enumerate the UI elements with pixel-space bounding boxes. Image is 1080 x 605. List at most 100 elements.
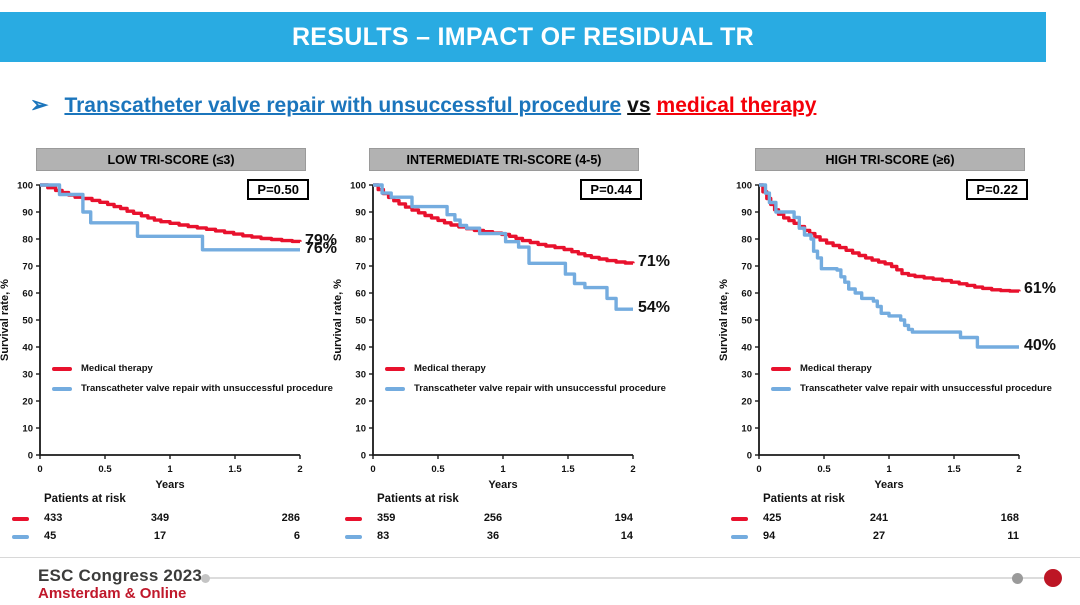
progress-current-dot <box>1044 569 1062 587</box>
slide-header-bar: RESULTS – IMPACT OF RESIDUAL TR <box>0 12 1046 62</box>
legend: Medical therapy Transcatheter valve repa… <box>52 363 333 403</box>
svg-text:0: 0 <box>37 464 42 475</box>
svg-text:80: 80 <box>741 235 752 246</box>
svg-text:100: 100 <box>17 181 33 192</box>
end-label-repair: 76% <box>305 239 338 257</box>
repair-swatch <box>731 535 748 539</box>
svg-text:2: 2 <box>297 464 302 475</box>
svg-text:Survival rate, %: Survival rate, % <box>719 279 730 361</box>
repair-swatch <box>12 535 29 539</box>
svg-text:1: 1 <box>500 464 506 475</box>
svg-text:0.5: 0.5 <box>817 464 831 475</box>
svg-text:70: 70 <box>355 262 366 273</box>
end-label-repair: 40% <box>1024 337 1057 354</box>
chart-title: LOW TRI-SCORE (≤3) <box>36 148 306 171</box>
legend-label-medical: Medical therapy <box>81 363 153 374</box>
medical-therapy-swatch <box>771 366 791 371</box>
congress-name: ESC Congress 2023 <box>38 566 203 585</box>
medical-therapy-swatch <box>731 517 748 521</box>
repair-swatch <box>771 386 791 391</box>
medical-therapy-swatch <box>12 517 29 521</box>
risk-count: 194 <box>614 512 633 524</box>
medical-therapy-swatch <box>52 366 72 371</box>
repair-swatch <box>345 535 362 539</box>
risk-count: 241 <box>869 512 889 524</box>
repair-swatch <box>385 386 405 391</box>
risk-table-title: Patients at risk <box>763 493 845 505</box>
risk-count: 83 <box>377 530 390 542</box>
legend-label-repair: Transcatheter valve repair with unsucces… <box>414 383 666 394</box>
svg-text:0.5: 0.5 <box>431 464 445 475</box>
end-label-medical: 71% <box>638 253 671 271</box>
legend: Medical therapy Transcatheter valve repa… <box>771 363 1052 403</box>
svg-text:10: 10 <box>741 424 752 435</box>
svg-text:100: 100 <box>736 181 752 192</box>
svg-text:10: 10 <box>22 424 33 435</box>
svg-text:2: 2 <box>1016 464 1021 475</box>
progress-mid-dot <box>1012 573 1023 584</box>
risk-count: 36 <box>486 530 500 542</box>
svg-text:40: 40 <box>741 343 752 354</box>
survival-plot: 0 10 20 30 40 50 60 70 80 90 100 0 0.5 1 1.5 2 Survival … <box>333 181 636 492</box>
risk-row-repair: 45 17 6 <box>0 530 345 544</box>
risk-count: 256 <box>483 512 503 524</box>
medical-therapy-swatch <box>345 517 362 521</box>
risk-table-title: Patients at risk <box>377 493 459 505</box>
survival-plot: 0 10 20 30 40 50 60 70 80 90 100 0 0.5 1 1.5 2 Survival … <box>0 181 303 492</box>
end-label-medical: 61% <box>1024 280 1057 298</box>
svg-text:2: 2 <box>630 464 635 475</box>
slide-footer: ESC Congress 2023 Amsterdam & Online <box>0 557 1080 605</box>
risk-count: 286 <box>281 512 300 524</box>
chart-title: HIGH TRI-SCORE (≥6) <box>755 148 1025 171</box>
svg-text:100: 100 <box>350 181 366 192</box>
risk-row-medical: 433 349 286 <box>0 512 345 526</box>
svg-text:1.5: 1.5 <box>228 464 242 475</box>
svg-text:60: 60 <box>355 289 366 300</box>
svg-text:70: 70 <box>741 262 752 273</box>
p-value-badge: P=0.50 <box>247 179 309 200</box>
svg-text:0: 0 <box>756 464 761 475</box>
svg-text:30: 30 <box>22 370 33 381</box>
svg-text:80: 80 <box>22 235 33 246</box>
svg-text:Years: Years <box>488 479 517 491</box>
risk-count: 168 <box>1000 512 1019 524</box>
legend-label-medical: Medical therapy <box>414 363 486 374</box>
risk-row-medical: 359 256 194 <box>333 512 678 526</box>
legend: Medical therapy Transcatheter valve repa… <box>385 363 666 403</box>
svg-text:20: 20 <box>741 397 752 408</box>
svg-text:0: 0 <box>370 464 375 475</box>
svg-text:20: 20 <box>355 397 366 408</box>
svg-text:0: 0 <box>361 451 366 462</box>
chart-panel-low: LOW TRI-SCORE (≤3) P=0.50 0 10 20 30 40 50 60 7… <box>0 148 345 552</box>
svg-text:1.5: 1.5 <box>947 464 961 475</box>
svg-text:1.5: 1.5 <box>561 464 575 475</box>
svg-text:1: 1 <box>167 464 173 475</box>
risk-count: 425 <box>763 512 782 524</box>
risk-count: 17 <box>153 530 167 542</box>
risk-count: 45 <box>44 530 57 542</box>
risk-count: 359 <box>377 512 396 524</box>
svg-text:0: 0 <box>747 451 752 462</box>
risk-count: 11 <box>1007 530 1019 542</box>
bullet-line: ➢ Transcatheter valve repair with unsucce… <box>30 92 816 118</box>
p-value-badge: P=0.22 <box>966 179 1028 200</box>
medical-therapy-swatch <box>385 366 405 371</box>
legend-label-repair: Transcatheter valve repair with unsucces… <box>81 383 333 394</box>
svg-text:1: 1 <box>886 464 892 475</box>
svg-text:30: 30 <box>741 370 752 381</box>
end-label-medical: 79% <box>305 231 338 249</box>
svg-text:0.5: 0.5 <box>98 464 112 475</box>
svg-text:70: 70 <box>22 262 33 273</box>
repair-swatch <box>52 386 72 391</box>
svg-text:0: 0 <box>28 451 33 462</box>
svg-text:60: 60 <box>22 289 33 300</box>
svg-text:50: 50 <box>355 316 366 327</box>
legend-label-medical: Medical therapy <box>800 363 872 374</box>
svg-text:40: 40 <box>22 343 33 354</box>
risk-count: 94 <box>763 530 776 542</box>
risk-count: 6 <box>293 530 300 542</box>
svg-text:10: 10 <box>355 424 366 435</box>
chart-panel-intermediate: INTERMEDIATE TRI-SCORE (4-5) P=0.44 0 10 2… <box>333 148 678 552</box>
bullet-arrow-icon: ➢ <box>30 92 49 117</box>
risk-count: 27 <box>872 530 886 542</box>
